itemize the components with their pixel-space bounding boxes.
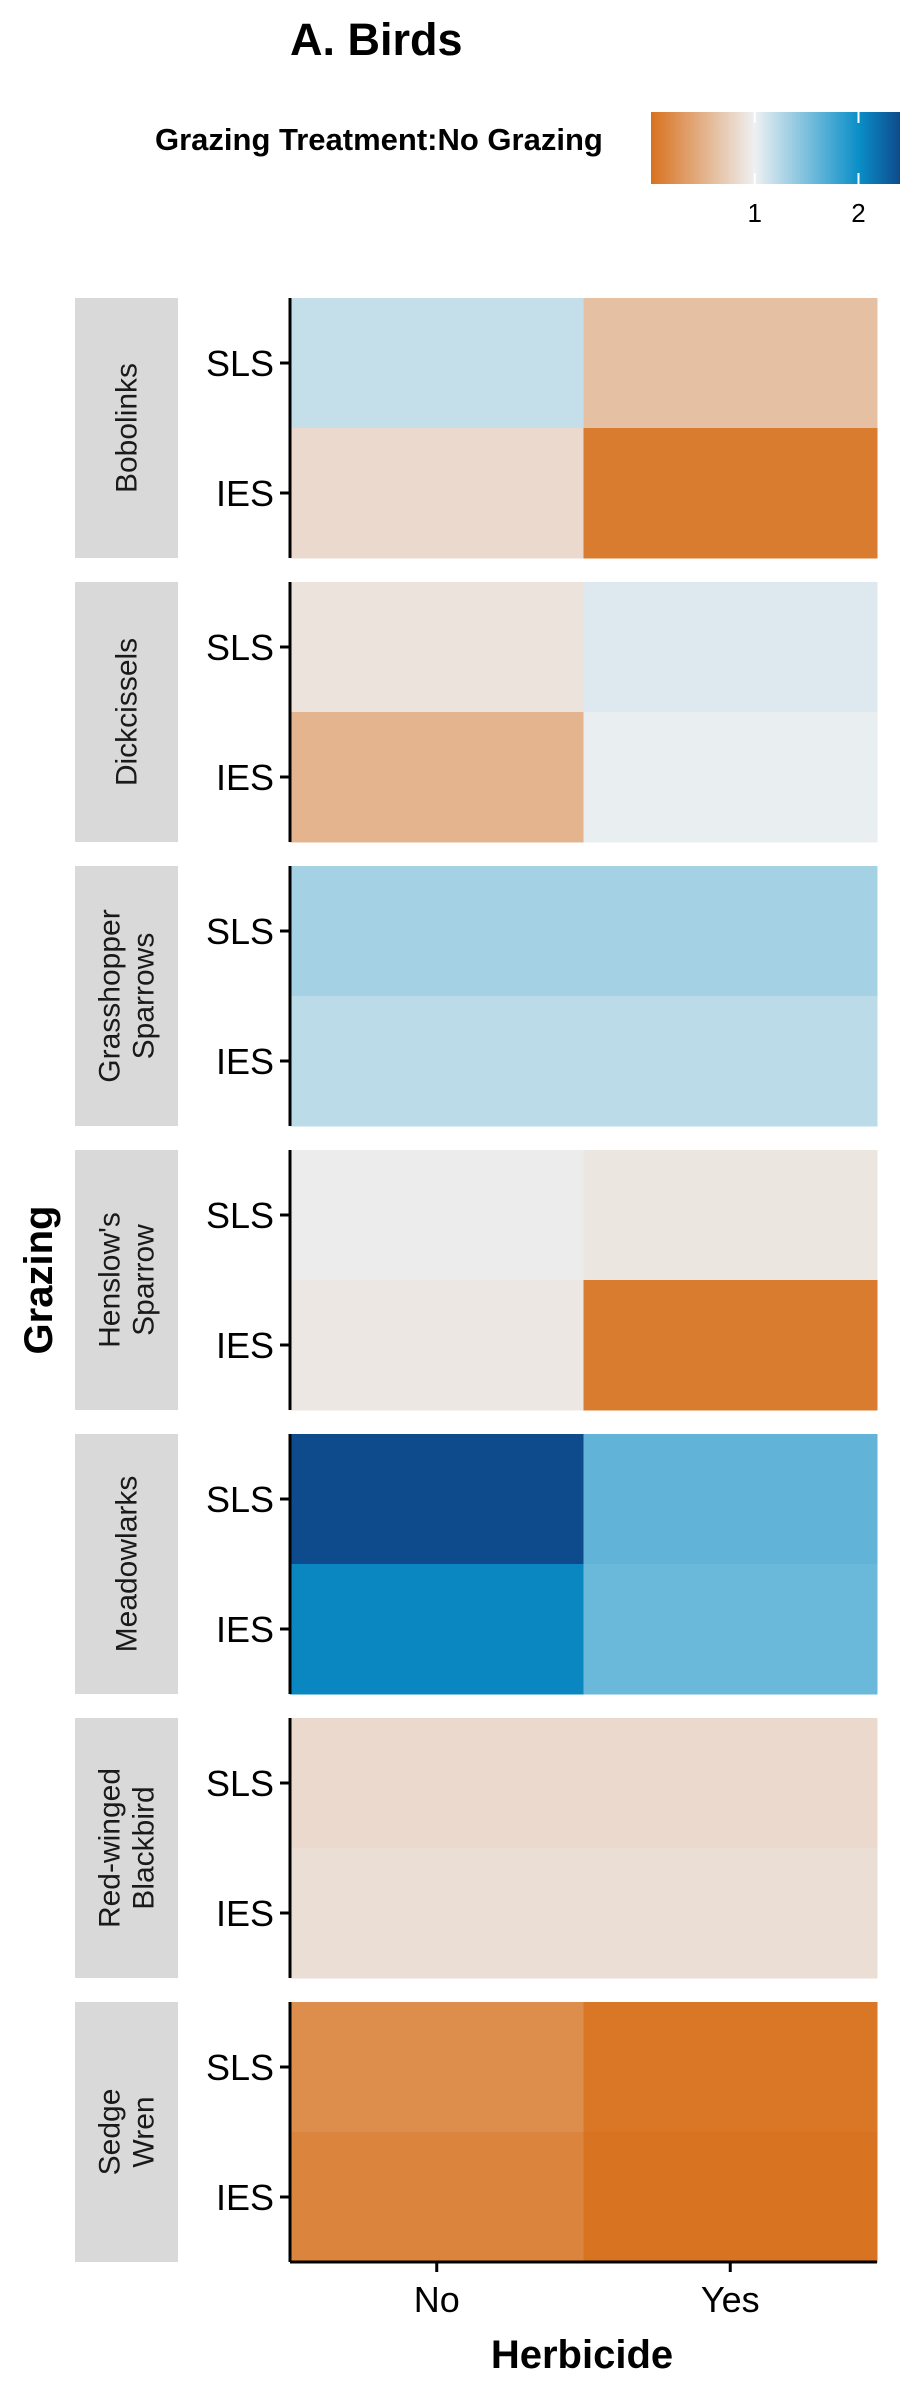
y-tick-label: SLS bbox=[206, 627, 274, 668]
facet-panel: Henslow's Sparrow SLS IES bbox=[75, 1150, 878, 1411]
facet-panel: Grasshopper Sparrows SLS IES bbox=[75, 866, 878, 1127]
heatmap-cell bbox=[583, 2132, 878, 2263]
heatmap-cell bbox=[290, 1434, 584, 1565]
facet-strip bbox=[75, 1718, 178, 1978]
heatmap-cell bbox=[583, 428, 878, 559]
y-tick-label: SLS bbox=[206, 911, 274, 952]
facet-strip-label: Red-winged bbox=[94, 1768, 127, 1928]
facet-strip-label: Henslow's bbox=[94, 1212, 127, 1348]
heatmap-cell bbox=[583, 1434, 878, 1565]
facet-panel: Red-winged Blackbird SLS IES bbox=[75, 1718, 878, 1979]
facet-strip-label: Sparrows bbox=[128, 933, 161, 1060]
heatmap-cell bbox=[583, 582, 878, 713]
y-tick-label: SLS bbox=[206, 343, 274, 384]
heatmap-cell bbox=[583, 712, 878, 843]
heatmap-cell bbox=[583, 1564, 878, 1695]
facet-panel: Dickcissels SLS IES bbox=[75, 582, 878, 843]
heatmap-cell bbox=[290, 1280, 584, 1411]
heatmap-cell bbox=[583, 1280, 878, 1411]
facet-strip-label: Wren bbox=[128, 2096, 161, 2167]
facet-panel: Sedge Wren SLS IES bbox=[75, 2002, 878, 2263]
y-tick-label: IES bbox=[216, 2177, 274, 2218]
x-tick-label: No bbox=[414, 2279, 460, 2320]
heatmap-cell bbox=[583, 1848, 878, 1979]
facet-strip-label: Sparrow bbox=[128, 1224, 161, 1336]
heatmap-cell bbox=[583, 996, 878, 1127]
y-tick-label: IES bbox=[216, 757, 274, 798]
heatmap-cell bbox=[290, 712, 584, 843]
y-tick-label: IES bbox=[216, 473, 274, 514]
y-tick-label: IES bbox=[216, 1325, 274, 1366]
chart-title: A. Birds bbox=[290, 14, 463, 65]
y-tick-label: IES bbox=[216, 1041, 274, 1082]
heatmap-cell bbox=[290, 582, 584, 713]
facet-strip bbox=[75, 866, 178, 1126]
heatmap-cell bbox=[290, 996, 584, 1127]
legend-colorbar bbox=[651, 112, 900, 184]
y-tick-label: SLS bbox=[206, 1479, 274, 1520]
facet-strip bbox=[75, 1150, 178, 1410]
heatmap-cell bbox=[290, 1848, 584, 1979]
legend-title: Grazing Treatment:No Grazing bbox=[155, 122, 603, 157]
heatmap-cell bbox=[290, 2132, 584, 2263]
facet-strip bbox=[75, 298, 178, 558]
facet-strip-label: Grasshopper bbox=[94, 909, 127, 1082]
facet-strip bbox=[75, 582, 178, 842]
heatmap-cell bbox=[290, 1564, 584, 1695]
facet-strip-label: Sedge bbox=[94, 2089, 127, 2176]
facet-strip bbox=[75, 1434, 178, 1694]
facet-strip-label: Blackbird bbox=[128, 1786, 161, 1909]
y-tick-label: SLS bbox=[206, 2047, 274, 2088]
facet-strip-label: Dickcissels bbox=[111, 638, 144, 786]
heatmap-cell bbox=[290, 2002, 584, 2133]
heatmap-cell bbox=[583, 1150, 878, 1281]
heatmap-cell bbox=[583, 866, 878, 997]
x-axis-title: Herbicide bbox=[491, 2333, 673, 2377]
y-tick-label: IES bbox=[216, 1893, 274, 1934]
y-axis-title: Grazing bbox=[17, 1206, 61, 1355]
x-tick-label: Yes bbox=[701, 2279, 760, 2320]
heatmap-cell bbox=[583, 1718, 878, 1849]
facet-panel: Meadowlarks SLS IES bbox=[75, 1434, 878, 1695]
heatmap-cell bbox=[290, 1150, 584, 1281]
heatmap-cell bbox=[290, 428, 584, 559]
legend-tick-label: 1 bbox=[748, 198, 762, 228]
facet-strip-label: Bobolinks bbox=[111, 363, 144, 493]
x-axis: No Yes bbox=[290, 2260, 877, 2320]
facet-strip bbox=[75, 2002, 178, 2262]
heatmap-cell bbox=[583, 298, 878, 429]
y-tick-label: SLS bbox=[206, 1195, 274, 1236]
facet-strip-label: Meadowlarks bbox=[111, 1476, 144, 1653]
y-tick-label: SLS bbox=[206, 1763, 274, 1804]
y-tick-label: IES bbox=[216, 1609, 274, 1650]
heatmap-cell bbox=[290, 866, 584, 997]
facet-panel: Bobolinks SLS IES bbox=[75, 298, 878, 559]
heatmap-cell bbox=[290, 1718, 584, 1849]
legend-tick-label: 2 bbox=[851, 198, 865, 228]
heatmap-cell bbox=[290, 298, 584, 429]
heatmap-cell bbox=[583, 2002, 878, 2133]
